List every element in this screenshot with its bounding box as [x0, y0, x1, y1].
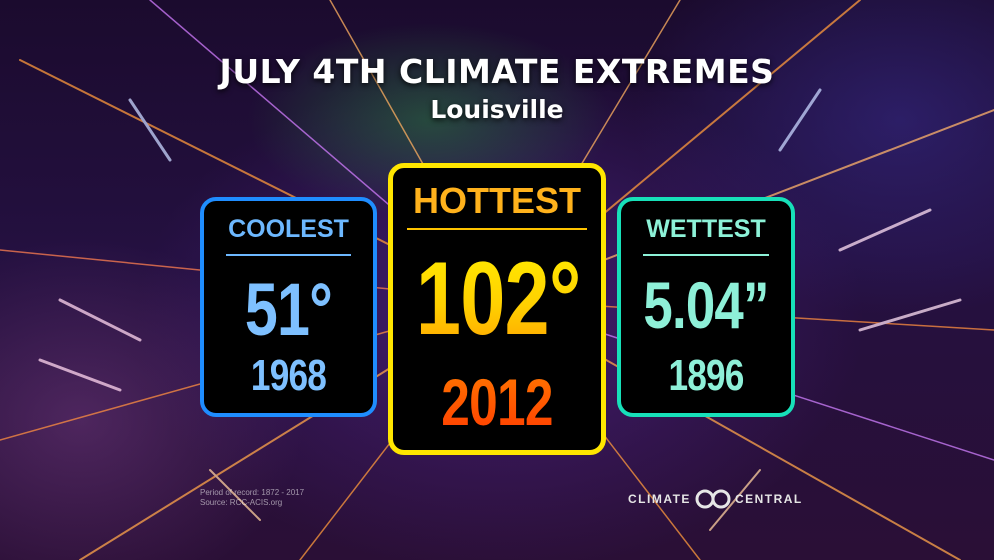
hottest-temperature: 102° — [415, 241, 581, 357]
wettest-year: 1896 — [668, 351, 744, 400]
coolest-label: COOLEST — [228, 215, 349, 243]
coolest-divider — [226, 254, 351, 256]
coolest-temperature: 51° — [244, 268, 333, 351]
coolest-year: 1968 — [250, 351, 327, 400]
wettest-divider — [643, 254, 769, 256]
wettest-rainfall: 5.04” — [643, 268, 769, 342]
data-source: Source: RCC-ACIS.org — [200, 498, 283, 507]
hottest-year: 2012 — [416, 364, 578, 440]
period-of-record: Period of record: 1872 - 2017 — [200, 488, 305, 497]
hottest-label: HOTTEST — [413, 180, 581, 221]
brand-word-central: CENTRAL — [734, 492, 803, 506]
climate-central-logo-icon — [695, 489, 731, 509]
coolest-card: COOLEST 51° 1968 — [200, 197, 377, 417]
hottest-card: HOTTEST 102° 2012 — [388, 163, 606, 455]
wettest-label: WETTEST — [646, 215, 766, 243]
hottest-divider — [407, 228, 587, 230]
page-title: JULY 4TH CLIMATE EXTREMES — [219, 52, 775, 91]
wettest-card: WETTEST 5.04” 1896 — [617, 197, 795, 417]
brand-word-climate: CLIMATE — [628, 492, 691, 506]
climate-central-brand: CLIMATE CENTRAL — [628, 488, 803, 510]
source-footnote: Period of record: 1872 - 2017 Source: RC… — [200, 488, 304, 508]
location-subtitle: Louisville — [430, 95, 564, 124]
